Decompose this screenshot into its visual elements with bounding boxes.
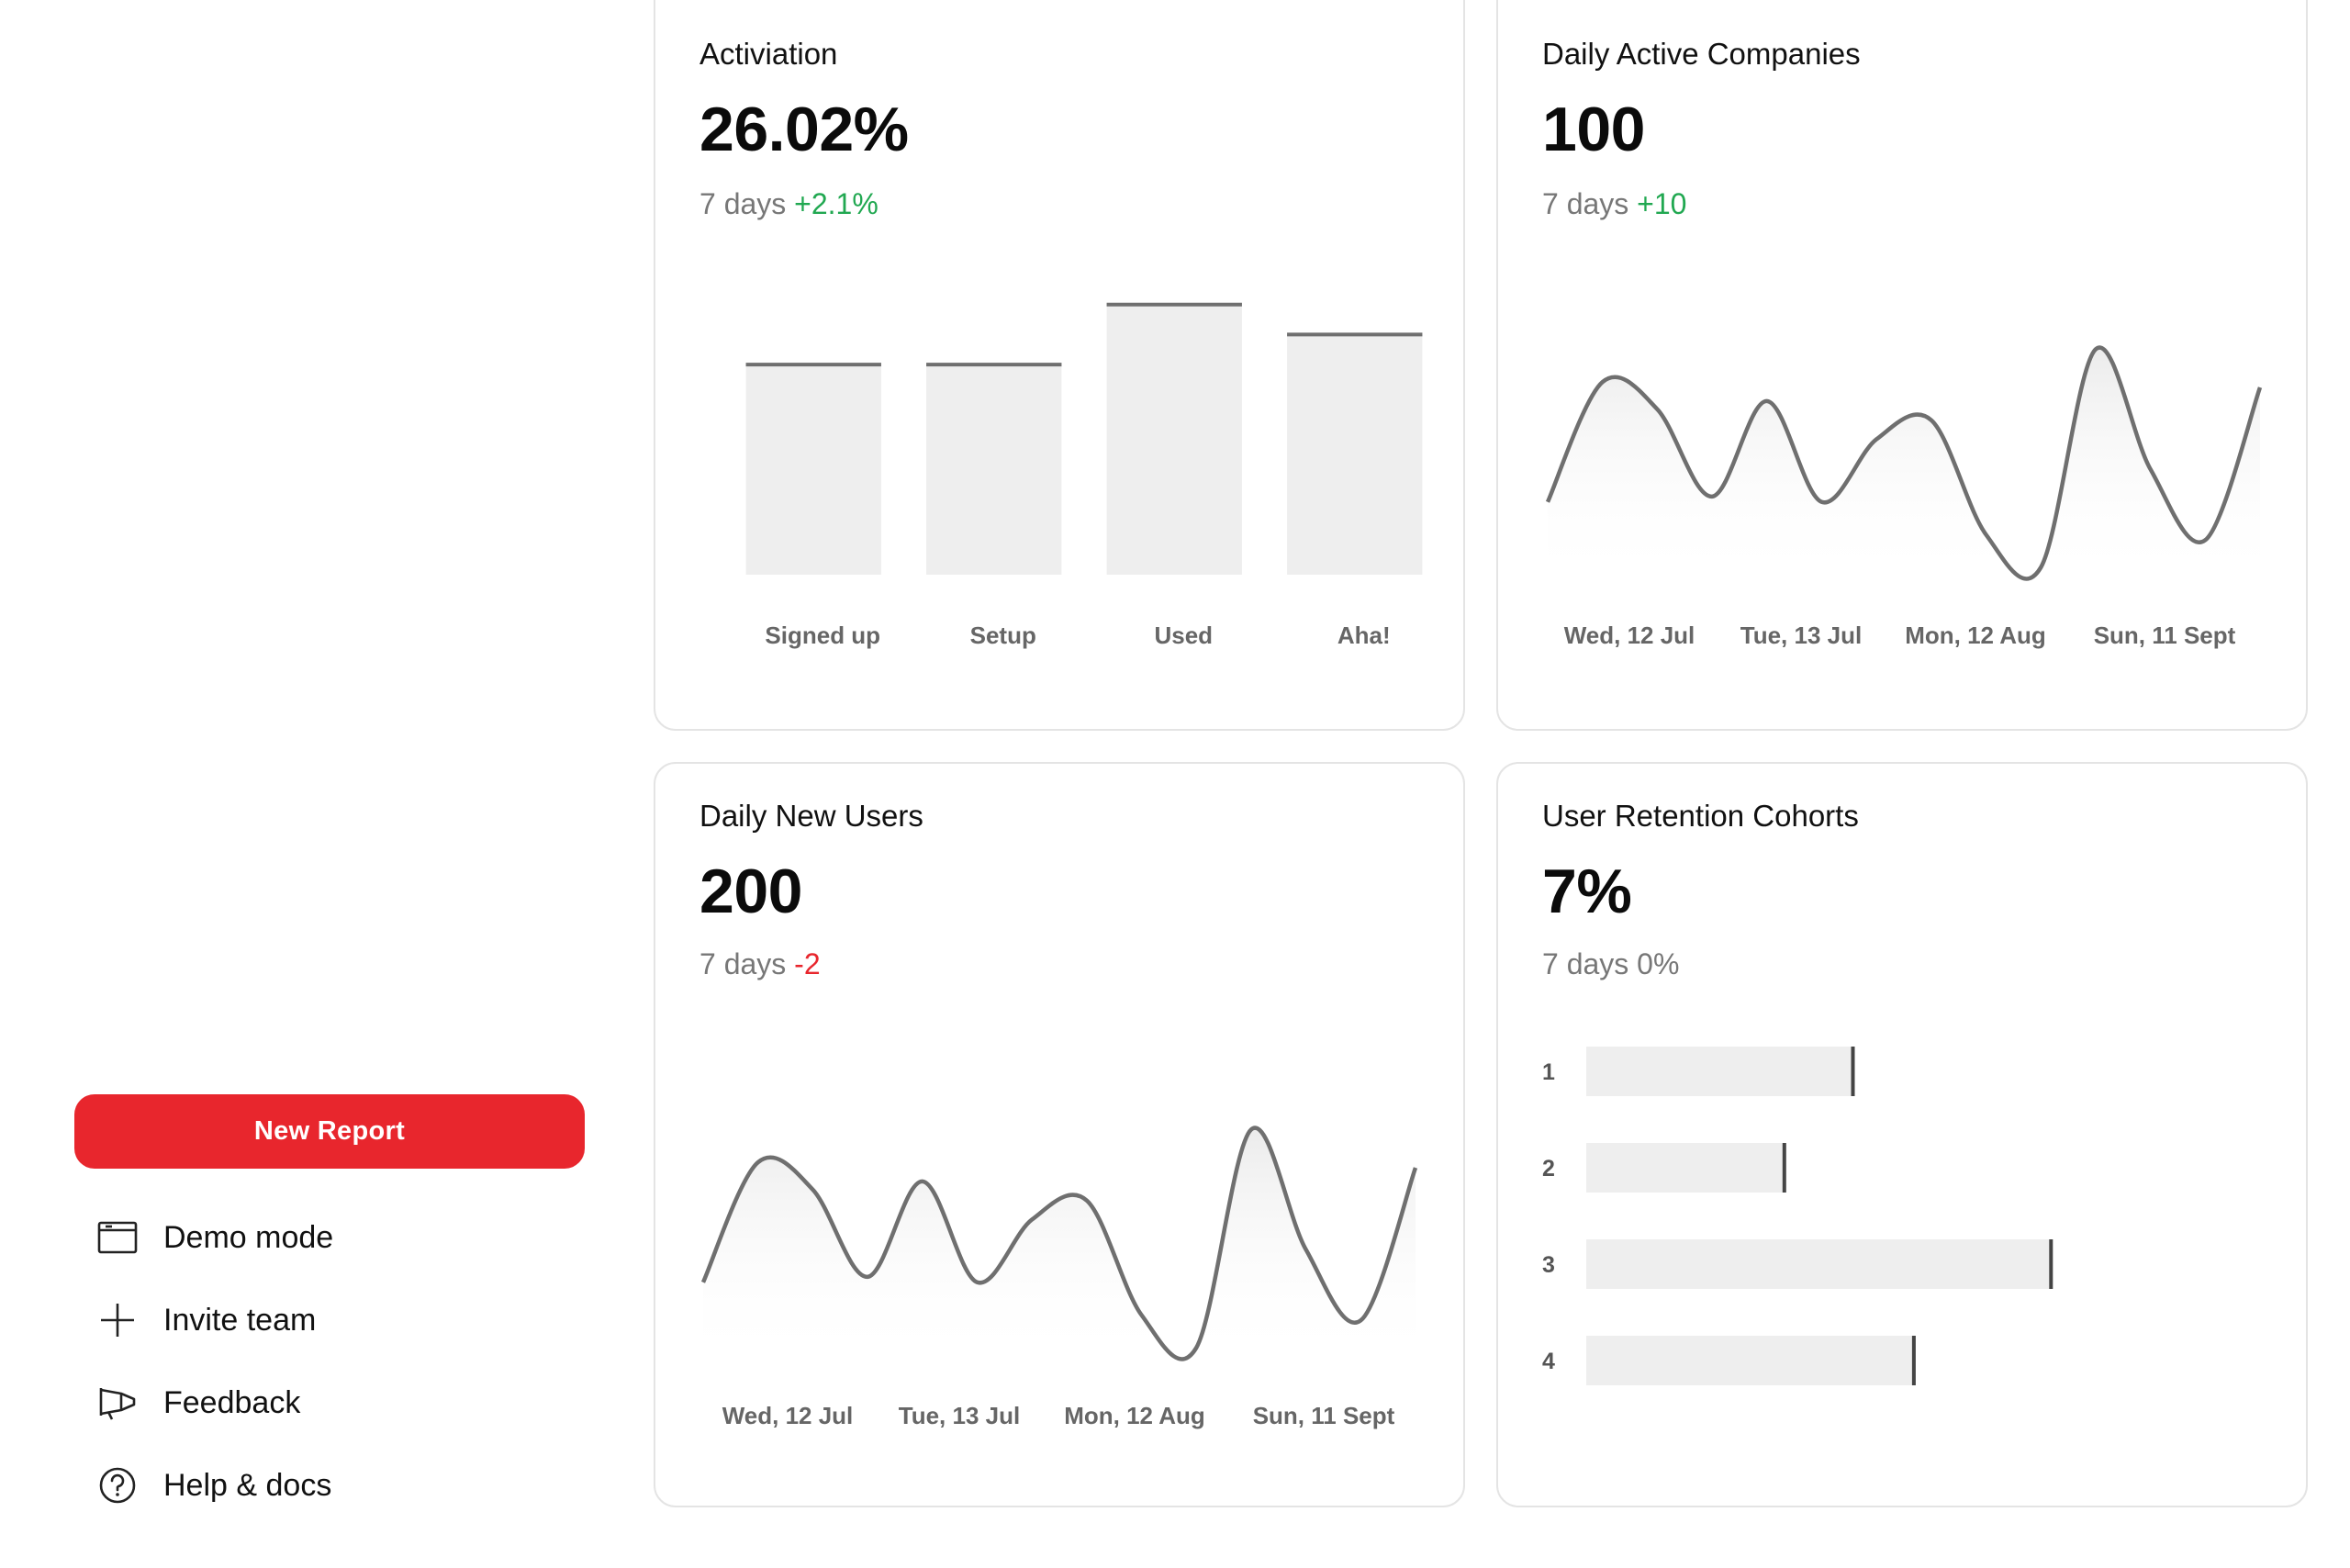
x-tick-label: Sun, 11 Sept [1253, 1402, 1395, 1429]
x-tick-label: Wed, 12 Jul [1564, 622, 1695, 649]
area-fill [703, 1127, 1416, 1364]
area-fill [1548, 347, 2260, 584]
delta-value: +10 [1637, 187, 1687, 220]
sidebar-item-invite-team[interactable]: Invite team [95, 1293, 481, 1348]
help-circle-icon [95, 1463, 140, 1507]
card-period: 7 days +2.1% [699, 187, 878, 221]
y-tick-label: 3 [1542, 1252, 1555, 1278]
card-title: Daily New Users [699, 799, 923, 833]
card-period: 7 days -2 [699, 947, 821, 981]
new-report-button[interactable]: New Report [74, 1094, 585, 1169]
delta-value: -2 [794, 947, 821, 980]
x-tick-label: Setup [970, 622, 1036, 649]
card-value: 200 [699, 857, 802, 926]
daily-new-users-area-chart: Wed, 12 Jul Tue, 13 Jul Mon, 12 Aug Sun, 11… [700, 1126, 1418, 1429]
x-tick-label: Sun, 11 Sept [2094, 622, 2236, 649]
x-tick-label: Mon, 12 Aug [1905, 622, 2046, 649]
bar [1586, 1143, 1785, 1193]
y-tick-label: 1 [1542, 1059, 1555, 1085]
sidebar-item-label: Demo mode [163, 1219, 334, 1255]
sidebar-item-label: Invite team [163, 1302, 317, 1338]
megaphone-icon [95, 1381, 140, 1425]
bar [1586, 1239, 2052, 1289]
sidebar-item-demo-mode[interactable]: Demo mode [95, 1210, 481, 1265]
bar [1586, 1336, 1914, 1385]
daily-active-companies-area-chart: Wed, 12 Jul Tue, 13 Jul Mon, 12 Aug Sun, 11… [1545, 345, 2263, 649]
x-tick-label: Used [1154, 622, 1213, 649]
sidebar: New Report Demo mode Invite team [0, 0, 643, 1568]
bar [1287, 334, 1423, 575]
plus-icon [95, 1298, 140, 1342]
bar [1106, 304, 1242, 575]
sidebar-item-feedback[interactable]: Feedback [95, 1375, 481, 1430]
period-label: 7 days [1542, 947, 1629, 980]
x-tick-label: Tue, 13 Jul [1740, 622, 1862, 649]
card-period: 7 days +10 [1542, 187, 1686, 221]
bar [926, 364, 1062, 575]
card-title: User Retention Cohorts [1542, 799, 1859, 833]
series-line [1545, 345, 2263, 581]
series-line [700, 1126, 1418, 1361]
bar [745, 364, 881, 575]
card-title: Daily Active Companies [1542, 37, 1861, 71]
period-label: 7 days [1542, 187, 1629, 220]
daily-new-users-card[interactable]: Daily New Users 200 7 days -2 Wed, 12 Ju… [654, 762, 1465, 1507]
card-value: 7% [1542, 857, 1632, 926]
x-tick-label: Signed up [765, 622, 880, 649]
retention-cohorts-bar-chart: 1 2 3 4 [1542, 1047, 2053, 1385]
y-tick-label: 4 [1542, 1349, 1555, 1374]
sidebar-item-label: Help & docs [163, 1467, 332, 1503]
activation-bar-chart: Signed up Setup Used Aha! [745, 302, 1423, 649]
delta-value: 0% [1637, 947, 1680, 980]
x-tick-label: Wed, 12 Jul [722, 1402, 854, 1429]
card-value: 100 [1542, 95, 1645, 164]
user-retention-card[interactable]: User Retention Cohorts 7% 7 days 0% 1 2 3 4 [1496, 762, 2308, 1507]
card-period: 7 days 0% [1542, 947, 1679, 981]
x-tick-label: Mon, 12 Aug [1064, 1402, 1205, 1429]
card-value: 26.02% [699, 95, 909, 164]
daily-active-companies-card[interactable]: Daily Active Companies 100 7 days +10 We… [1496, 0, 2308, 731]
sidebar-item-label: Feedback [163, 1384, 301, 1420]
x-tick-label: Tue, 13 Jul [899, 1402, 1020, 1429]
card-title: Activiation [699, 37, 838, 71]
bar [1586, 1047, 1853, 1096]
period-label: 7 days [699, 187, 787, 220]
activation-card[interactable]: Activiation 26.02% 7 days +2.1% Signed u… [654, 0, 1465, 731]
y-tick-label: 2 [1542, 1156, 1555, 1182]
period-label: 7 days [699, 947, 787, 980]
sidebar-item-help-docs[interactable]: Help & docs [95, 1458, 481, 1513]
window-icon [95, 1215, 140, 1260]
x-tick-label: Aha! [1337, 622, 1391, 649]
delta-value: +2.1% [794, 187, 878, 220]
